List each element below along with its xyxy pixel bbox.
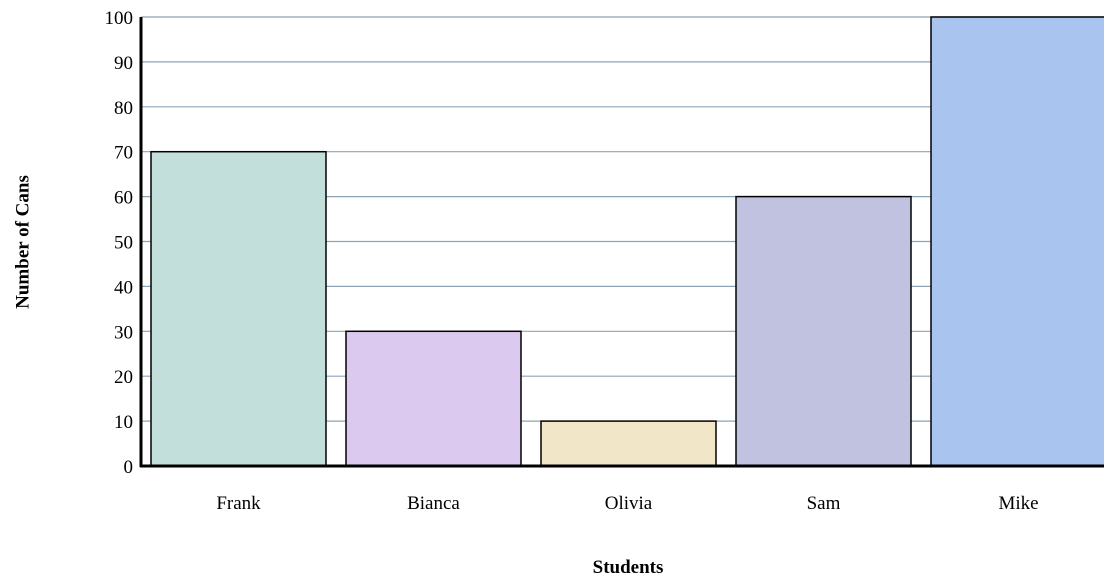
y-tick-label: 40 — [114, 277, 133, 298]
bar-frank — [150, 150, 327, 467]
y-axis-title: Number of Cans — [12, 175, 33, 309]
bar-olivia — [540, 420, 717, 467]
y-tick-label: 70 — [114, 143, 133, 164]
y-tick-label: 100 — [105, 8, 134, 29]
x-tick-label-sam: Sam — [807, 493, 841, 514]
bar-mike — [930, 16, 1104, 467]
y-tick-label: 20 — [114, 367, 133, 388]
y-tick-label: 50 — [114, 233, 133, 254]
y-tick-label: 0 — [124, 457, 134, 478]
y-tick-label: 80 — [114, 98, 133, 119]
y-tick-label: 60 — [114, 188, 133, 209]
x-tick-label-bianca: Bianca — [407, 493, 460, 514]
y-tick-label: 90 — [114, 53, 133, 74]
y-tick-label: 10 — [114, 412, 133, 433]
x-axis-title: Students — [593, 557, 664, 578]
y-tick-labels: 0 10 20 30 40 50 60 70 80 90 100 — [105, 8, 134, 478]
x-tick-label-mike: Mike — [998, 493, 1038, 514]
y-tick-label: 30 — [114, 322, 133, 343]
x-tick-labels: Frank Bianca Olivia Sam Mike — [216, 493, 1038, 514]
x-tick-label-frank: Frank — [216, 493, 261, 514]
x-tick-label-olivia: Olivia — [605, 493, 653, 514]
axes — [139, 17, 1104, 468]
bar-sam — [735, 195, 912, 467]
bar-bianca — [345, 330, 522, 467]
